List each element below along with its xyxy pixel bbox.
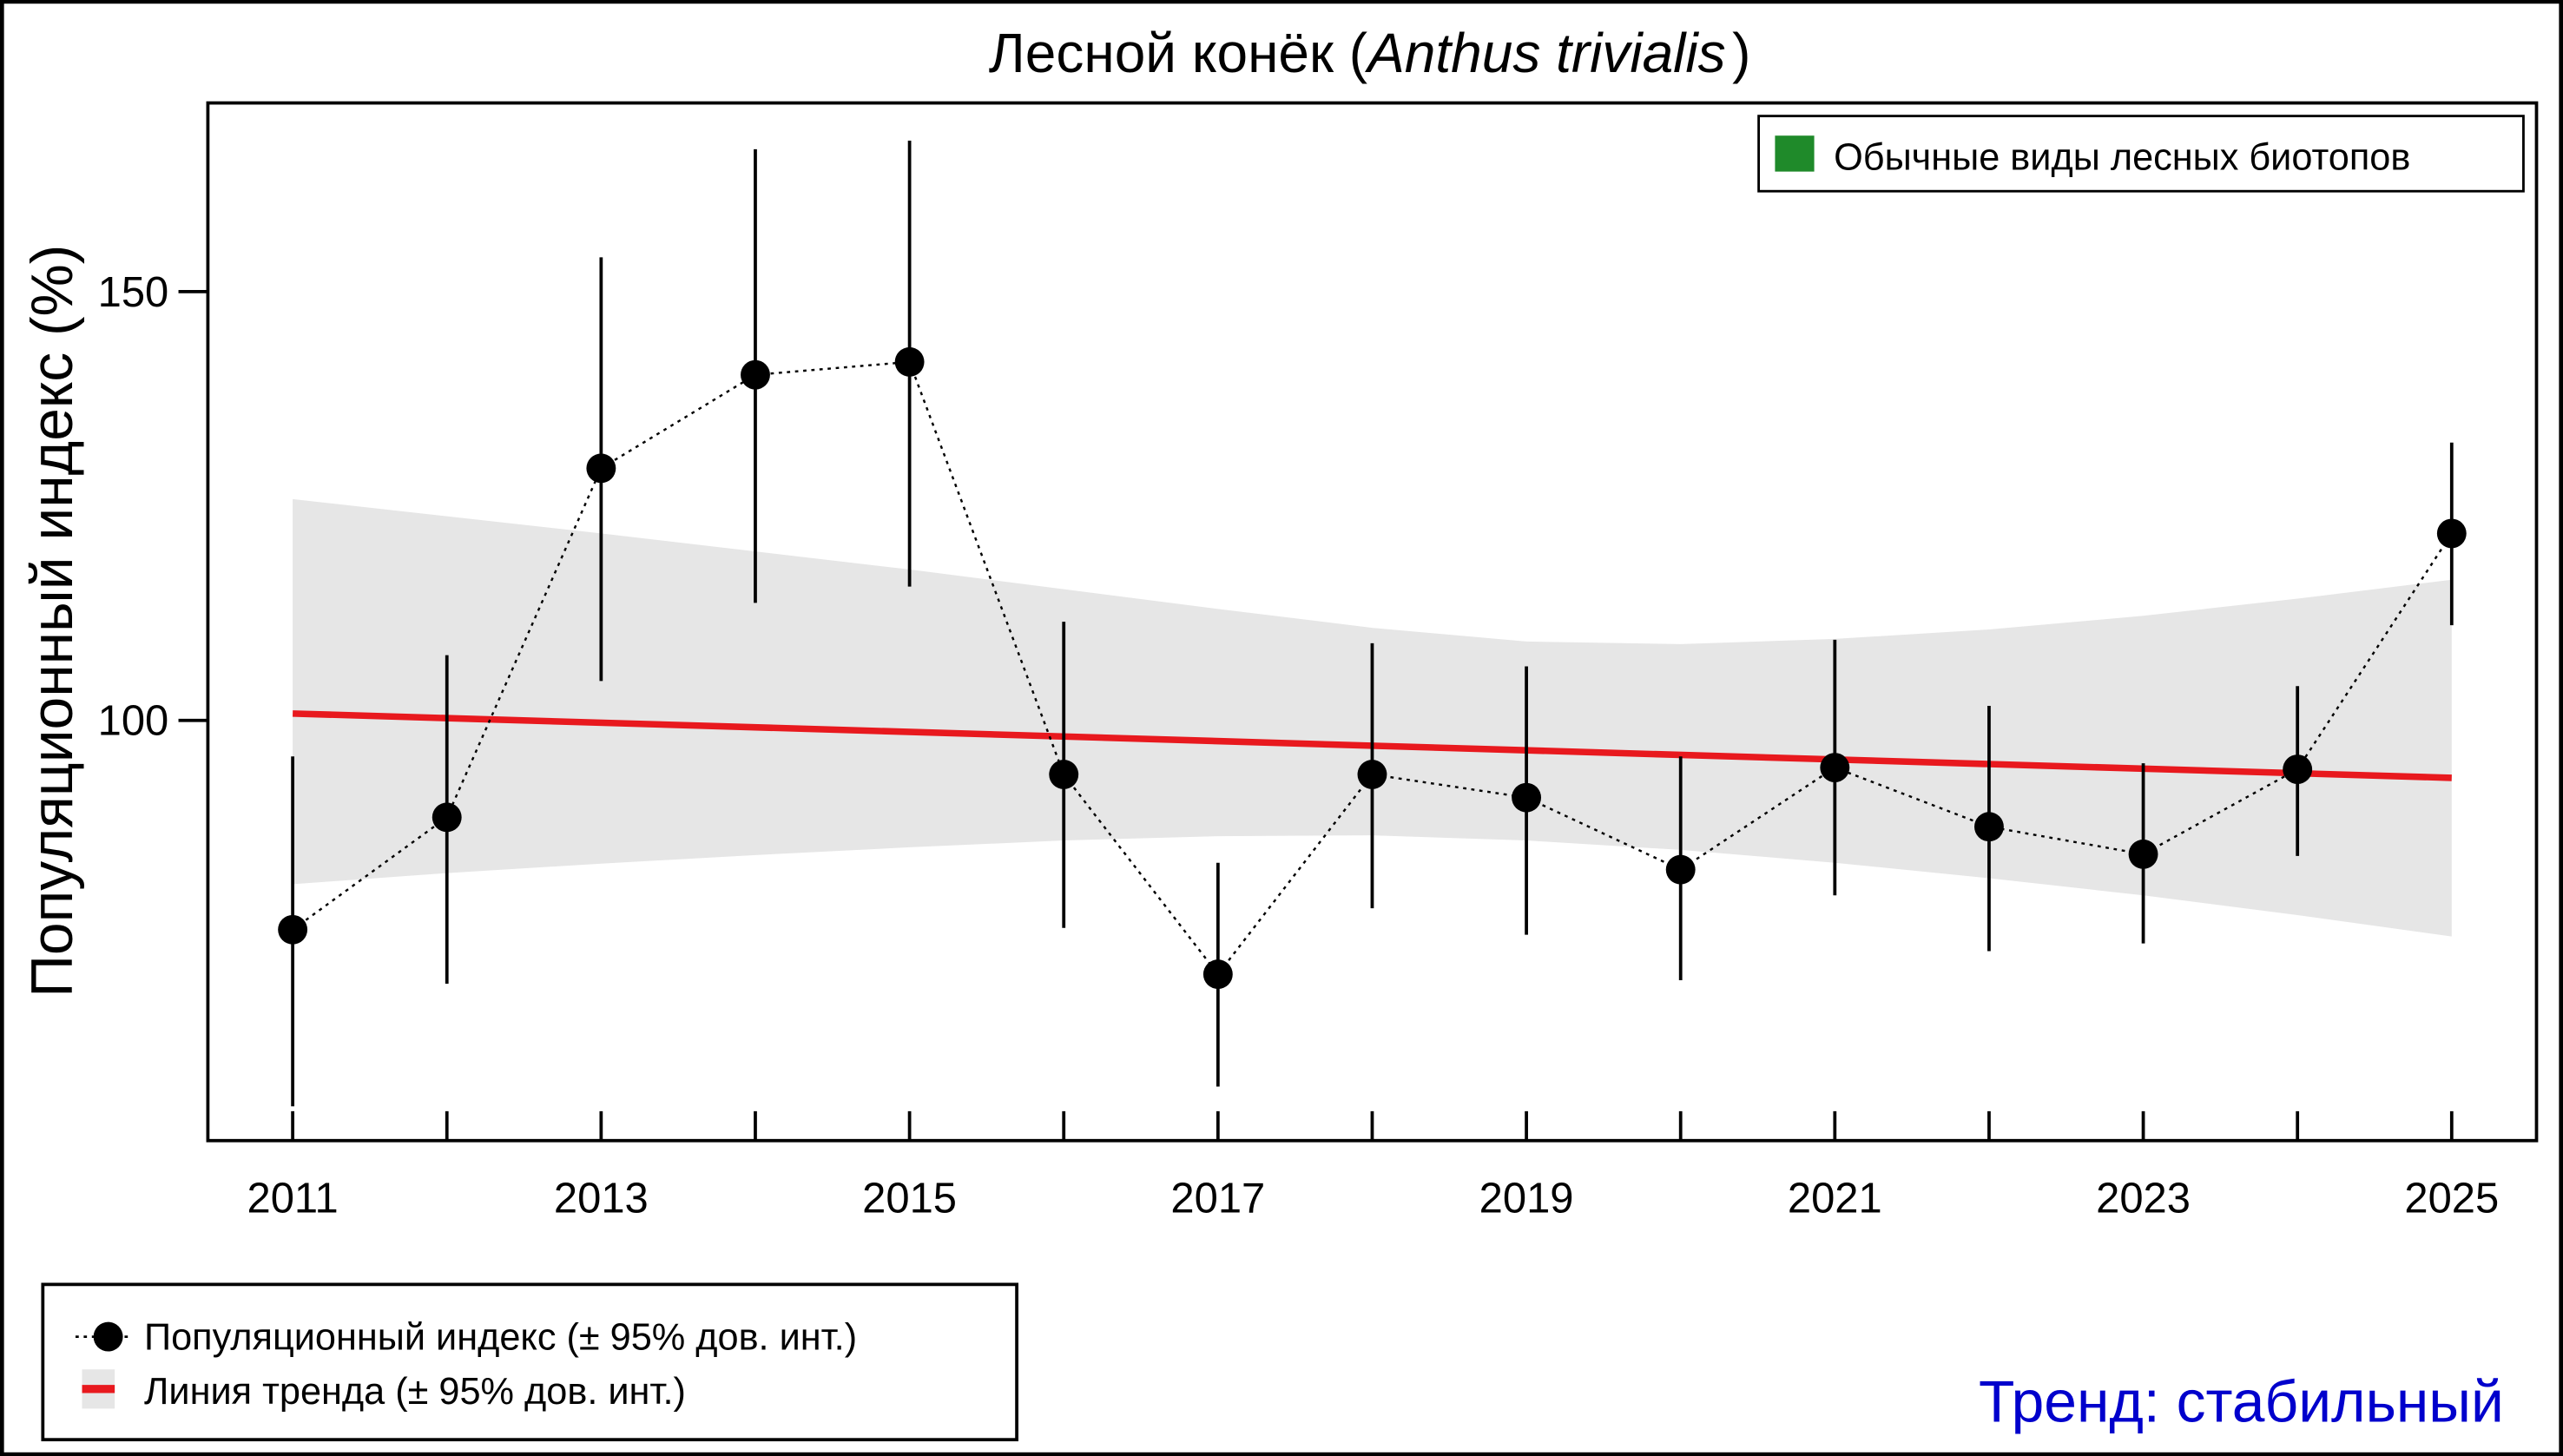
series-legend-box [41,1282,1018,1442]
data-point-2012 [432,802,462,833]
title-text: Лесной конёк ( [989,22,1367,84]
group-legend-swatch [1775,135,1815,172]
x-tick-label-2017: 2017 [1170,1176,1265,1222]
legend-trend-label: Линия тренда (± 95% дов. инт.) [144,1371,686,1413]
x-tick-label-2023: 2023 [2096,1176,2191,1222]
svg-text:Лесной конёк (Anthus trivialis: Лесной конёк (Anthus trivialis) [989,22,1751,84]
group-legend-label: Обычные виды лесных биотопов [1834,137,2410,179]
x-tick-label-2013: 2013 [554,1176,649,1222]
group-legend: Обычные виды лесных биотопов [1757,115,2525,193]
data-point-2019 [1512,782,1542,813]
data-point-2022 [1974,812,2004,842]
y-axis-label: Популяционный индекс (%) [20,245,85,998]
trend-status-label: Тренд: стабильный [1979,1369,2504,1434]
index-line [292,360,2453,977]
data-point-2016 [1049,760,1079,789]
data-point-2017 [1202,959,1233,990]
y-tick-label-100: 100 [98,698,169,745]
x-tick-label-2015: 2015 [862,1176,957,1222]
data-point-2024 [2283,754,2313,784]
x-tick-label-2011: 2011 [247,1176,339,1222]
chart-title: Лесной конёк (Anthus trivialis) [989,22,1751,84]
data-point-2023 [2128,839,2158,869]
y-tick-label-150: 150 [98,269,169,316]
data-point-2011 [278,914,308,945]
data-point-2015 [894,346,925,377]
title-close: ) [1732,22,1750,84]
group-legend-box [1757,115,2525,193]
data-point-2013 [586,453,616,484]
legend-index-label: Популяционный индекс (± 95% дов. инт.) [144,1317,857,1359]
data-point-2025 [2436,518,2467,549]
x-tick-label-2021: 2021 [1788,1176,1882,1222]
data-point-2021 [1820,753,1850,783]
data-point-2018 [1357,760,1387,789]
data-point-2014 [741,359,770,390]
x-tick-label-2025: 2025 [2404,1176,2499,1222]
series-legend: Популяционный индекс (± 95% дов. инт.) Л… [41,1282,1018,1442]
title-species: Anthus trivialis [1364,22,1726,84]
x-tick-label-2019: 2019 [1479,1176,1574,1222]
data-point-2020 [1665,854,1696,885]
legend-index-marker [93,1321,123,1352]
